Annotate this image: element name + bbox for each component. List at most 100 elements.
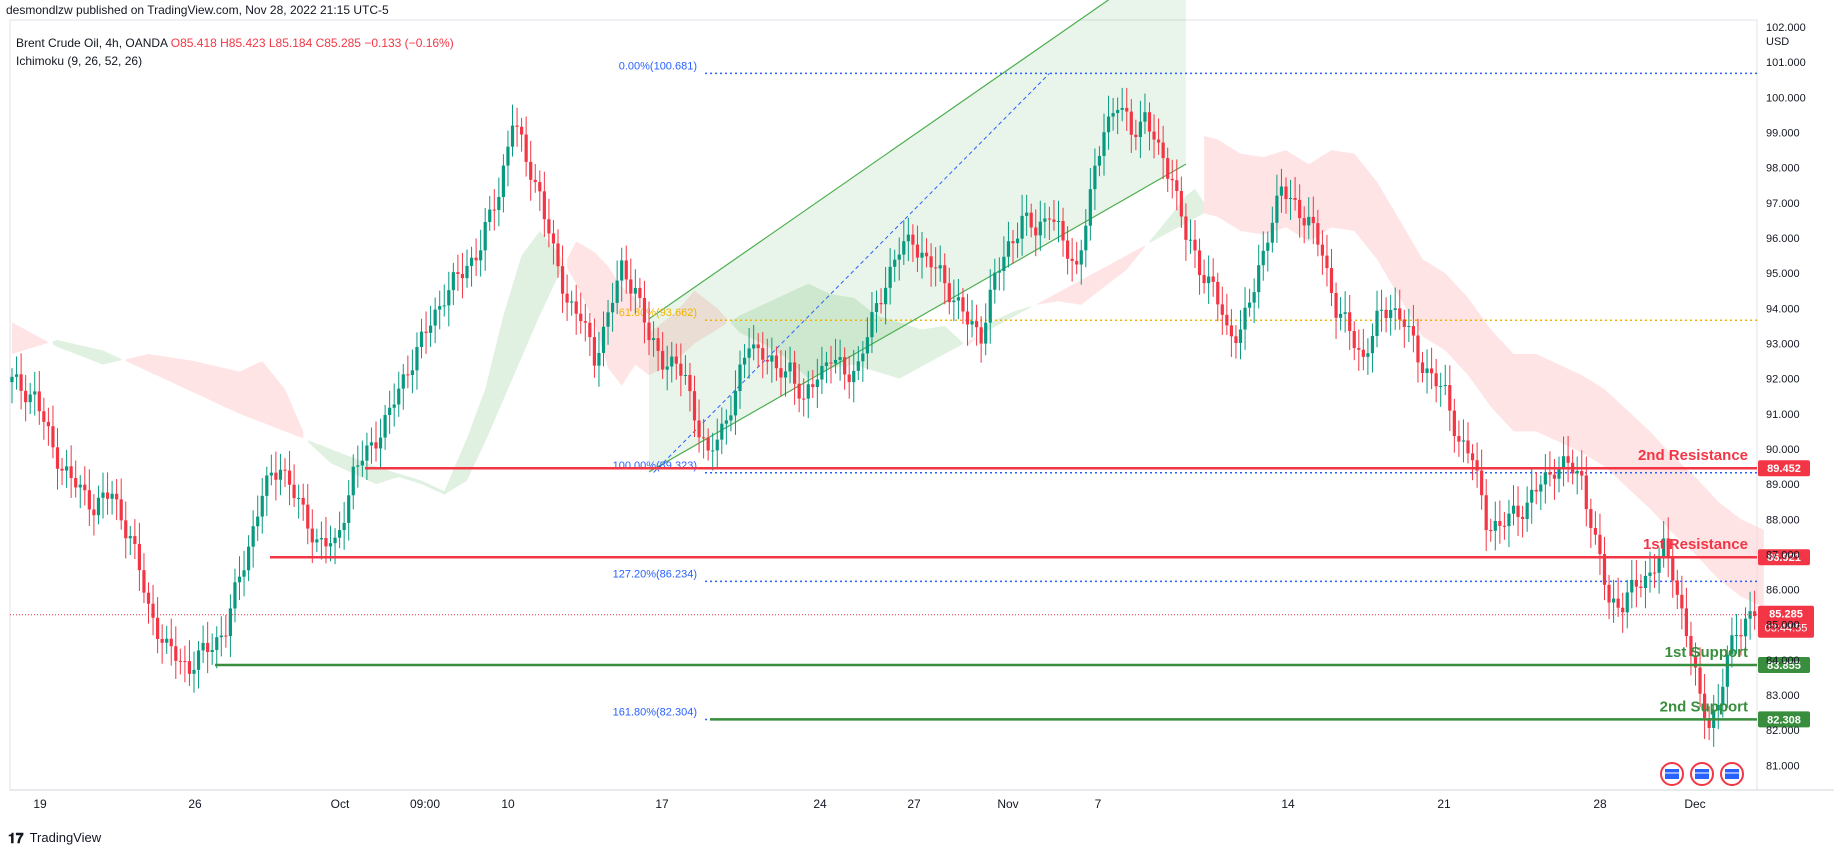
candle[interactable] xyxy=(1066,226,1070,275)
candle[interactable] xyxy=(178,648,182,675)
candle[interactable] xyxy=(1015,222,1020,258)
candle[interactable] xyxy=(1211,258,1215,297)
footer-brand[interactable]: 𝟏𝟕 TradingView xyxy=(8,826,101,850)
candle[interactable] xyxy=(560,245,565,313)
candle[interactable] xyxy=(829,345,833,384)
candle[interactable] xyxy=(1657,547,1661,594)
candle[interactable] xyxy=(1170,159,1174,199)
candle[interactable] xyxy=(665,345,669,391)
candle[interactable] xyxy=(1589,498,1593,548)
candle[interactable] xyxy=(319,521,323,560)
candle[interactable] xyxy=(1184,203,1188,261)
candle[interactable] xyxy=(488,195,492,231)
candle[interactable] xyxy=(852,350,856,403)
event-flag-icon[interactable] xyxy=(1720,762,1744,786)
candle[interactable] xyxy=(793,350,797,405)
candle[interactable] xyxy=(65,449,69,488)
candle[interactable] xyxy=(292,464,296,507)
candle[interactable] xyxy=(1361,328,1365,371)
candle[interactable] xyxy=(460,252,465,299)
candle[interactable] xyxy=(961,288,965,325)
candle[interactable] xyxy=(451,262,455,306)
candle[interactable] xyxy=(838,339,842,381)
candle[interactable] xyxy=(906,217,910,262)
candle[interactable] xyxy=(19,353,23,410)
candle[interactable] xyxy=(365,432,369,481)
candle[interactable] xyxy=(843,347,847,390)
candle[interactable] xyxy=(1088,168,1092,241)
candle[interactable] xyxy=(1666,517,1670,578)
candle[interactable] xyxy=(1516,486,1520,537)
candle[interactable] xyxy=(128,525,132,556)
candle[interactable] xyxy=(1097,146,1102,177)
candle[interactable] xyxy=(833,338,838,374)
candle[interactable] xyxy=(92,494,96,536)
candle[interactable] xyxy=(224,614,228,648)
candle[interactable] xyxy=(206,621,210,674)
candle[interactable] xyxy=(151,584,155,636)
candle[interactable] xyxy=(1566,435,1570,483)
candle[interactable] xyxy=(438,290,442,330)
candle[interactable] xyxy=(137,522,141,591)
candle[interactable] xyxy=(378,418,383,470)
candle[interactable] xyxy=(934,247,938,287)
candle[interactable] xyxy=(870,291,874,354)
candle[interactable] xyxy=(529,140,533,201)
candle[interactable] xyxy=(797,364,801,413)
candle[interactable] xyxy=(14,356,19,390)
candle[interactable] xyxy=(1521,505,1525,538)
candle[interactable] xyxy=(924,238,929,268)
candle[interactable] xyxy=(492,189,496,231)
candle[interactable] xyxy=(1448,365,1452,431)
candle[interactable] xyxy=(1698,647,1702,708)
candle[interactable] xyxy=(105,472,110,515)
candle[interactable] xyxy=(856,346,860,381)
candle[interactable] xyxy=(538,170,542,212)
candle[interactable] xyxy=(1684,587,1688,648)
candle[interactable] xyxy=(1452,398,1456,453)
candle[interactable] xyxy=(1557,456,1561,493)
candle[interactable] xyxy=(483,207,487,271)
candle[interactable] xyxy=(970,300,974,338)
candle[interactable] xyxy=(647,301,651,356)
candle[interactable] xyxy=(1293,177,1297,211)
candle[interactable] xyxy=(1420,351,1425,383)
candle[interactable] xyxy=(533,164,537,193)
candle[interactable] xyxy=(1175,159,1179,211)
candle[interactable] xyxy=(1075,241,1079,275)
candle[interactable] xyxy=(738,350,742,409)
candle[interactable] xyxy=(947,267,951,315)
candle[interactable] xyxy=(1106,95,1111,150)
candle[interactable] xyxy=(183,645,187,683)
candle[interactable] xyxy=(1443,364,1447,396)
candle[interactable] xyxy=(802,378,806,417)
candle[interactable] xyxy=(747,327,751,379)
candle[interactable] xyxy=(965,293,970,346)
candle[interactable] xyxy=(169,618,173,666)
candle[interactable] xyxy=(146,582,151,624)
candle[interactable] xyxy=(1743,607,1748,649)
candle[interactable] xyxy=(328,525,333,562)
symbol-name[interactable]: Brent Crude Oil, 4h, OANDA xyxy=(16,36,168,50)
candle[interactable] xyxy=(929,243,933,287)
candle[interactable] xyxy=(1370,323,1375,373)
candle[interactable] xyxy=(1343,291,1347,333)
candle[interactable] xyxy=(51,405,55,459)
candle[interactable] xyxy=(265,466,269,516)
candle[interactable] xyxy=(1480,449,1484,510)
candle[interactable] xyxy=(1070,238,1074,282)
candle[interactable] xyxy=(1721,668,1725,718)
candle[interactable] xyxy=(615,260,619,315)
candle[interactable] xyxy=(884,266,888,325)
candle[interactable] xyxy=(670,341,674,383)
candle[interactable] xyxy=(28,382,32,415)
candle[interactable] xyxy=(520,117,524,152)
candle[interactable] xyxy=(87,469,91,527)
candle[interactable] xyxy=(415,332,419,390)
candle[interactable] xyxy=(824,351,829,384)
candle[interactable] xyxy=(1002,236,1006,291)
candle[interactable] xyxy=(1734,613,1739,654)
candle[interactable] xyxy=(729,396,733,432)
candle[interactable] xyxy=(888,248,892,305)
candle[interactable] xyxy=(256,495,260,541)
